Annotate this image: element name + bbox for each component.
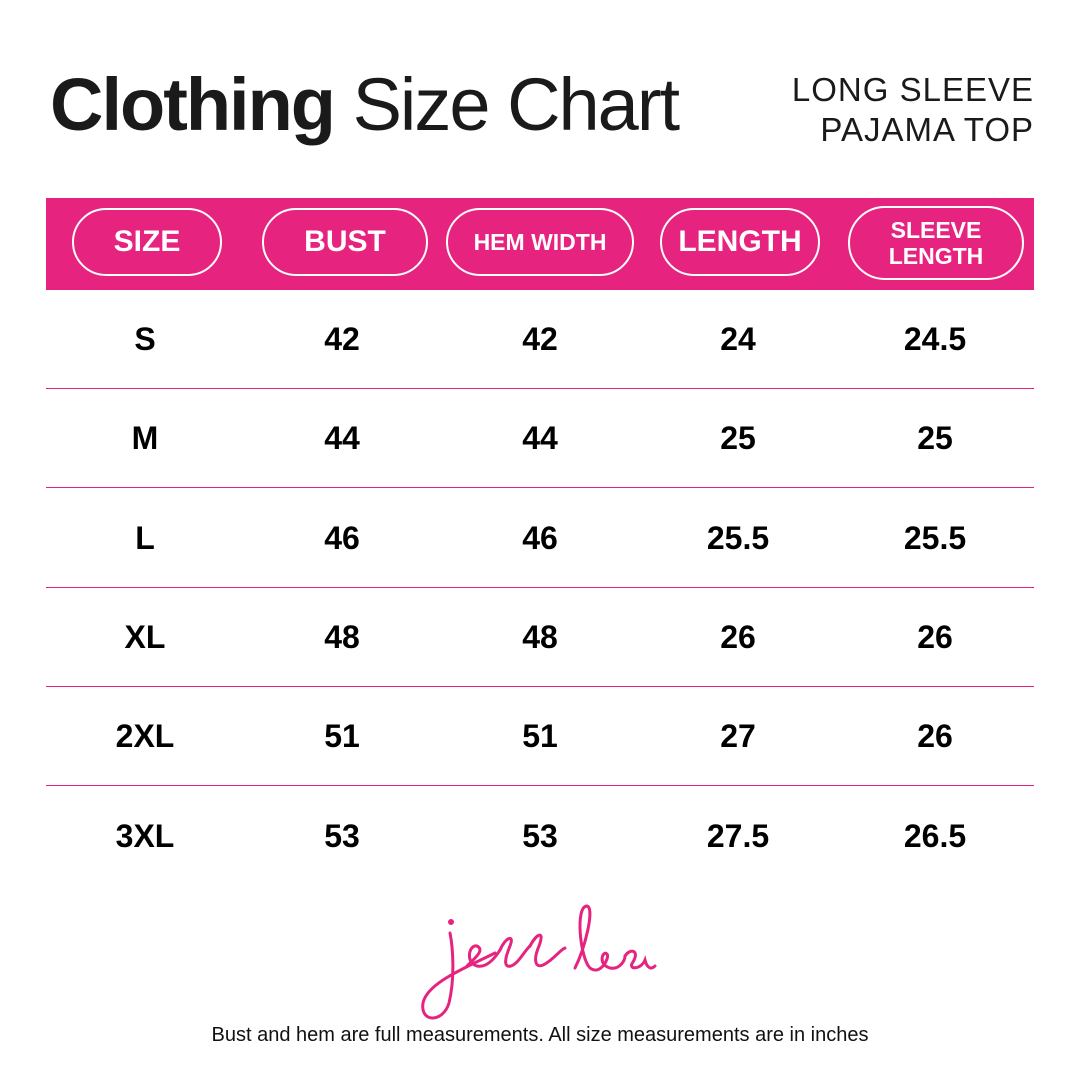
cell-size: S (134, 321, 156, 357)
cell-bust: 51 (324, 718, 360, 755)
cell-hem-width: 48 (522, 618, 558, 655)
cell-length: 26 (720, 618, 756, 655)
cell-length: 27 (720, 718, 756, 755)
header-sleeve-line: LENGTH (888, 243, 984, 269)
table-header: SIZE BUST HEM WIDTH LENGTH SLEEVE LENGTH (46, 198, 1034, 290)
cell-sleeve-length: 24.5 (903, 321, 967, 357)
cell-hem-width: 53 (522, 817, 558, 854)
jess-lea-logo (421, 904, 657, 1020)
table-row: L 46 46 25.5 25.5 (46, 489, 1034, 588)
subtitle-line: PAJAMA TOP (820, 111, 1034, 148)
title-light: Size Chart (352, 63, 680, 146)
cell-length: 25.5 (706, 519, 770, 556)
table-row: 2XL 51 51 27 26 (46, 687, 1034, 787)
cell-bust: 53 (324, 817, 360, 854)
table-row: 3XL 53 53 27.5 26.5 (46, 787, 1034, 886)
table-row: M 44 44 25 25 (46, 389, 1034, 489)
cell-bust: 48 (324, 618, 360, 655)
header-size: SIZE (72, 208, 222, 276)
cell-size: XL (124, 618, 166, 655)
cell-bust: 44 (324, 420, 360, 457)
cell-size: M (131, 420, 159, 457)
footer-note: Bust and hem are full measurements. All … (211, 1024, 869, 1046)
cell-length: 25 (720, 420, 756, 457)
cell-sleeve-length: 26 (917, 718, 953, 755)
cell-hem-width: 42 (522, 321, 558, 357)
header-sleeve-length: SLEEVE LENGTH (848, 206, 1024, 280)
cell-length: 27.5 (706, 817, 770, 854)
subtitle-line: LONG SLEEVE (791, 71, 1034, 108)
table-row: XL 48 48 26 26 (46, 588, 1034, 687)
row-divider (46, 388, 1034, 389)
header-bust: BUST (262, 208, 428, 276)
cell-hem-width: 44 (522, 420, 558, 457)
table-row: S 42 42 24 24.5 (46, 290, 1034, 389)
cell-sleeve-length: 26 (917, 618, 953, 655)
row-divider (46, 785, 1034, 787)
cell-size: 3XL (115, 817, 175, 854)
cell-length: 24 (720, 321, 756, 357)
header-sleeve-line: SLEEVE (890, 216, 982, 243)
page-title: Clothing Size Chart (50, 68, 680, 142)
cell-bust: 42 (324, 321, 360, 357)
cell-size: 2XL (115, 718, 175, 755)
cell-size: L (135, 519, 155, 556)
title-bold: Clothing (50, 63, 336, 146)
cell-bust: 46 (324, 519, 360, 556)
cell-hem-width: 51 (522, 718, 558, 755)
row-divider (46, 487, 1034, 489)
header-length-label: LENGTH (678, 224, 802, 258)
row-divider (46, 586, 1034, 588)
cell-sleeve-length: 25 (917, 420, 953, 457)
header-hem-width: HEM WIDTH (446, 208, 634, 276)
cell-sleeve-length: 25.5 (903, 519, 967, 556)
product-subtitle: LONG SLEEVE PAJAMA TOP (792, 70, 1034, 150)
row-divider (46, 685, 1034, 687)
cell-hem-width: 46 (522, 519, 558, 556)
cell-sleeve-length: 26.5 (903, 817, 967, 854)
header-length: LENGTH (660, 208, 820, 276)
